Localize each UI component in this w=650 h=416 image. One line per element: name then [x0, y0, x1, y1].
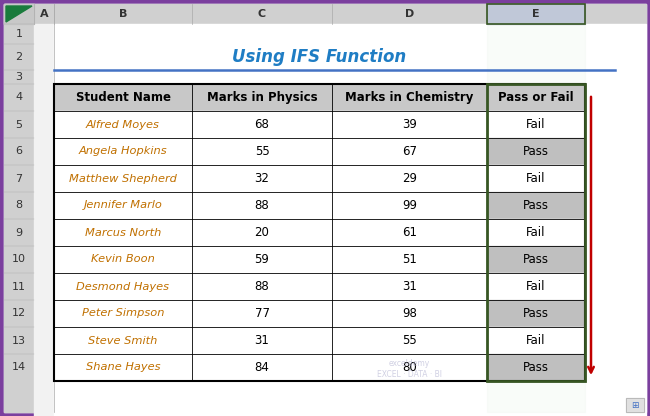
Text: E: E: [532, 9, 540, 19]
Text: D: D: [405, 9, 414, 19]
Text: 10: 10: [12, 255, 26, 265]
Text: Pass: Pass: [523, 145, 549, 158]
Bar: [626, 398, 644, 412]
Text: Angela Hopkins: Angela Hopkins: [79, 146, 167, 156]
Text: Pass or Fail: Pass or Fail: [498, 91, 574, 104]
Text: 98: 98: [402, 307, 417, 320]
Bar: [54, 84, 585, 111]
Text: C: C: [258, 9, 266, 19]
Text: 88: 88: [255, 280, 269, 293]
Text: 5: 5: [16, 119, 23, 129]
Bar: [487, 84, 585, 381]
Bar: [626, 398, 644, 412]
Text: 7: 7: [16, 173, 23, 183]
Text: Pass: Pass: [523, 253, 549, 266]
Bar: [54, 246, 487, 273]
Text: Marks in Physics: Marks in Physics: [207, 91, 317, 104]
Text: 6: 6: [16, 146, 23, 156]
Text: Using IFS Function: Using IFS Function: [233, 48, 407, 66]
Text: 11: 11: [12, 282, 26, 292]
Bar: [54, 192, 487, 219]
Text: 59: 59: [255, 253, 270, 266]
Bar: [487, 246, 585, 273]
Text: 13: 13: [12, 335, 26, 346]
Text: Student Name: Student Name: [75, 91, 170, 104]
Text: 99: 99: [402, 199, 417, 212]
Text: Pass: Pass: [523, 361, 549, 374]
Text: 80: 80: [402, 361, 417, 374]
Text: exceldemy
EXCEL · DATA · BI: exceldemy EXCEL · DATA · BI: [377, 359, 442, 379]
Text: Pass: Pass: [523, 199, 549, 212]
Text: 31: 31: [402, 280, 417, 293]
Text: 67: 67: [402, 145, 417, 158]
Text: Fail: Fail: [526, 118, 546, 131]
Text: 31: 31: [255, 334, 270, 347]
Text: A: A: [40, 9, 48, 19]
Bar: [4, 4, 34, 24]
Bar: [4, 4, 34, 412]
Text: Fail: Fail: [526, 334, 546, 347]
Bar: [34, 24, 54, 416]
Polygon shape: [6, 6, 32, 22]
Text: Peter Simpson: Peter Simpson: [82, 309, 164, 319]
Text: Jennifer Marlo: Jennifer Marlo: [84, 201, 162, 210]
Bar: [54, 354, 487, 381]
Text: Kevin Boon: Kevin Boon: [91, 255, 155, 265]
Text: 61: 61: [402, 226, 417, 239]
Text: 55: 55: [402, 334, 417, 347]
Bar: [54, 300, 487, 327]
Text: Fail: Fail: [526, 172, 546, 185]
Text: 68: 68: [255, 118, 270, 131]
Text: 88: 88: [255, 199, 269, 212]
Bar: [487, 24, 585, 412]
Bar: [54, 138, 487, 165]
Bar: [487, 300, 585, 327]
Text: 1: 1: [16, 29, 23, 39]
Text: 32: 32: [255, 172, 270, 185]
Bar: [487, 4, 585, 24]
Text: Shane Hayes: Shane Hayes: [86, 362, 161, 372]
Text: 55: 55: [255, 145, 269, 158]
Text: 51: 51: [402, 253, 417, 266]
Bar: [54, 111, 487, 138]
Bar: [54, 273, 487, 300]
Text: B: B: [119, 9, 127, 19]
Bar: [487, 219, 585, 246]
Text: Matthew Shepherd: Matthew Shepherd: [69, 173, 177, 183]
Bar: [54, 84, 585, 381]
Bar: [487, 354, 585, 381]
Text: 20: 20: [255, 226, 270, 239]
Text: 39: 39: [402, 118, 417, 131]
Text: 14: 14: [12, 362, 26, 372]
Text: Steve Smith: Steve Smith: [88, 335, 158, 346]
Bar: [487, 192, 585, 219]
Text: 77: 77: [255, 307, 270, 320]
Text: 8: 8: [16, 201, 23, 210]
Text: Marcus North: Marcus North: [84, 228, 161, 238]
Bar: [4, 4, 646, 24]
Text: ⊞: ⊞: [631, 401, 639, 409]
Text: 4: 4: [16, 92, 23, 102]
Text: Desmond Hayes: Desmond Hayes: [77, 282, 170, 292]
Bar: [487, 327, 585, 354]
Text: Fail: Fail: [526, 280, 546, 293]
Text: 12: 12: [12, 309, 26, 319]
Text: Pass: Pass: [523, 307, 549, 320]
Text: 84: 84: [255, 361, 270, 374]
Text: Alfred Moyes: Alfred Moyes: [86, 119, 160, 129]
Text: 29: 29: [402, 172, 417, 185]
Bar: [487, 165, 585, 192]
Bar: [487, 4, 585, 24]
Text: Marks in Chemistry: Marks in Chemistry: [345, 91, 474, 104]
Bar: [54, 219, 487, 246]
Text: 9: 9: [16, 228, 23, 238]
Bar: [487, 138, 585, 165]
Text: 3: 3: [16, 72, 23, 82]
Text: Fail: Fail: [526, 226, 546, 239]
Bar: [54, 327, 487, 354]
Bar: [54, 165, 487, 192]
Bar: [487, 111, 585, 138]
Text: 2: 2: [16, 52, 23, 62]
Bar: [487, 273, 585, 300]
